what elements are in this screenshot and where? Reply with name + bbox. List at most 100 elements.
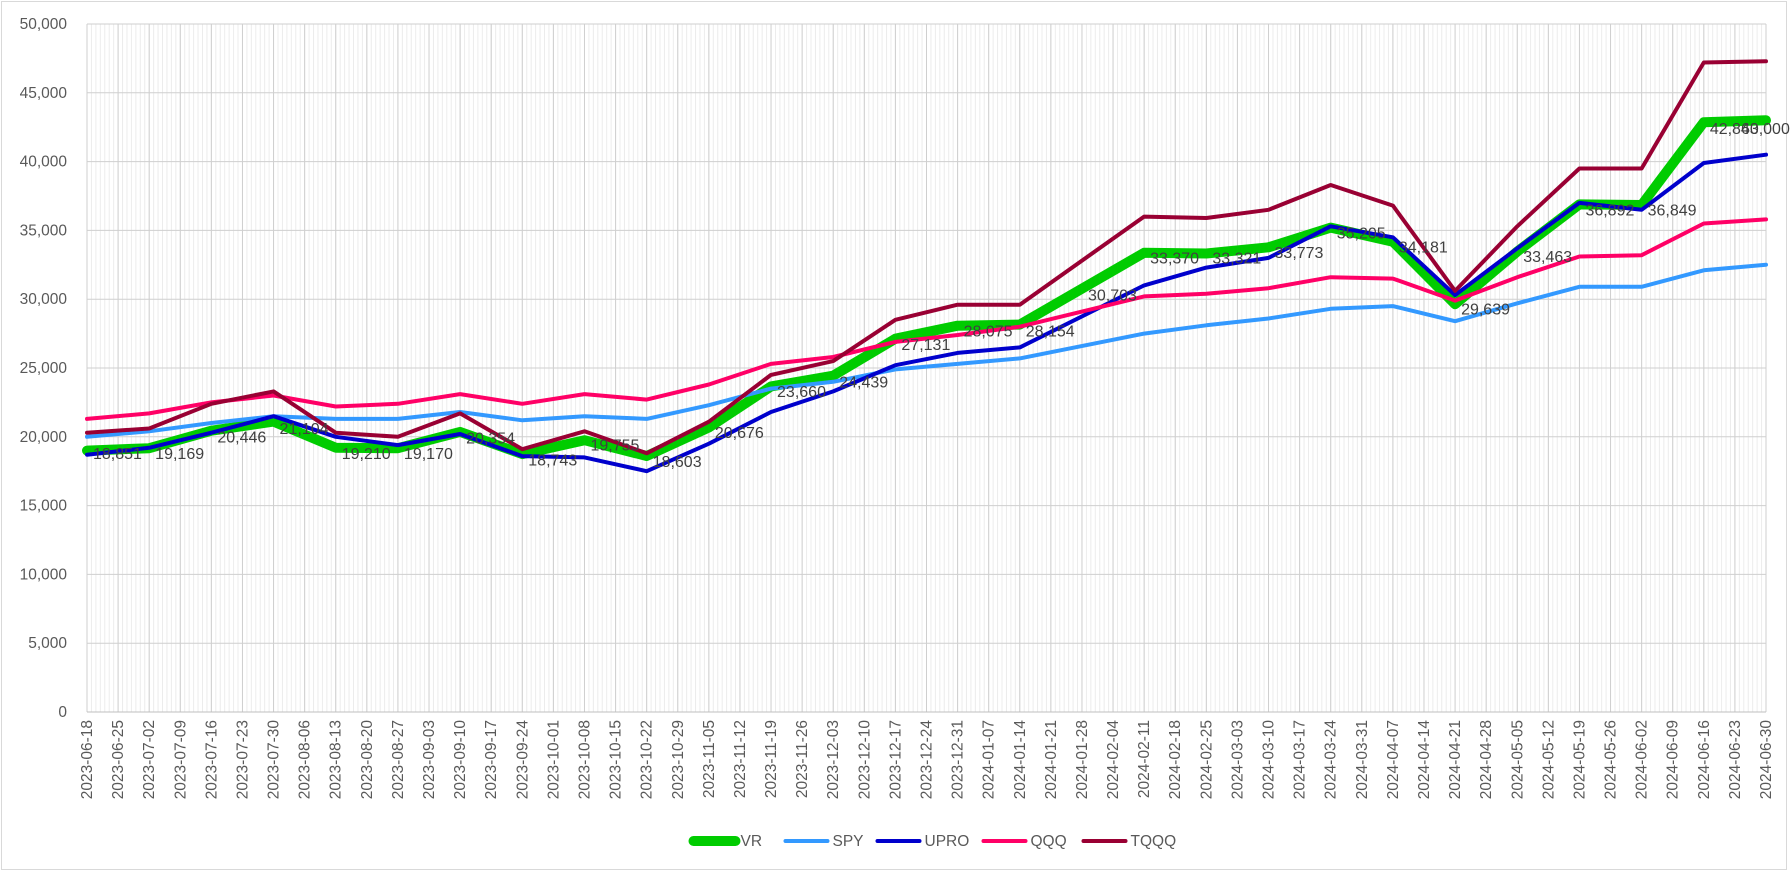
data-label: 35,205	[1337, 226, 1386, 243]
x-tick-label: 2023-11-05	[701, 720, 718, 798]
x-tick-label: 2023-09-24	[514, 720, 531, 800]
x-tick-label: 2023-12-03	[825, 720, 842, 799]
x-tick-label: 2024-06-09	[1665, 720, 1682, 799]
legend-label-vr: VR	[741, 833, 763, 850]
x-tick-label: 2023-10-01	[545, 720, 562, 799]
x-tick-label: 2023-11-19	[763, 720, 780, 798]
y-tick-label: 20,000	[20, 429, 68, 446]
x-tick-label: 2023-12-31	[950, 720, 967, 799]
x-tick-label: 2024-06-23	[1727, 720, 1744, 799]
x-tick-label: 2024-06-02	[1634, 720, 1651, 799]
x-tick-label: 2024-01-28	[1074, 720, 1091, 799]
x-tick-label: 2024-03-10	[1261, 720, 1278, 800]
series-line-spy	[85, 262, 1768, 439]
x-tick-label: 2024-02-04	[1105, 720, 1122, 800]
data-label: 28,154	[1026, 323, 1075, 340]
data-label: 19,170	[404, 446, 453, 463]
y-tick-label: 0	[58, 704, 67, 721]
y-tick-label: 40,000	[20, 154, 68, 171]
data-label: 36,892	[1585, 202, 1634, 219]
x-tick-label: 2023-09-17	[483, 720, 500, 799]
x-tick-label: 2023-09-10	[452, 720, 469, 800]
data-label: 18,743	[528, 453, 577, 470]
x-tick-label: 2023-10-22	[639, 720, 656, 799]
data-label: 28,075	[964, 323, 1013, 340]
data-label: 36,849	[1648, 202, 1697, 219]
data-label: 33,463	[1523, 249, 1572, 266]
data-label: 34,181	[1399, 239, 1448, 256]
series-line-qqq	[85, 217, 1768, 421]
x-tick-label: 2023-07-23	[234, 720, 251, 799]
x-tick-label: 2023-07-16	[203, 720, 220, 799]
x-tick-label: 2023-07-30	[266, 720, 283, 800]
x-tick-label: 2024-04-07	[1385, 720, 1402, 799]
y-tick-label: 15,000	[20, 498, 68, 515]
data-label: 30,703	[1088, 288, 1137, 305]
series-line-upro	[85, 152, 1768, 474]
x-tick-label: 2023-06-18	[79, 720, 96, 799]
x-tick-label: 2024-02-25	[1198, 720, 1215, 799]
x-tick-label: 2023-12-24	[919, 720, 936, 800]
data-label: 19,210	[342, 446, 391, 463]
x-tick-label: 2024-03-03	[1229, 720, 1246, 799]
data-label: 21,104	[280, 421, 329, 438]
data-label: 23,660	[777, 384, 826, 401]
data-label: 24,439	[839, 374, 888, 391]
x-tick-label: 2023-10-08	[576, 720, 593, 799]
legend-label-spy: SPY	[833, 833, 864, 850]
x-tick-label: 2024-06-16	[1696, 720, 1713, 799]
y-tick-label: 35,000	[20, 222, 68, 239]
x-tick-label: 2023-12-17	[887, 720, 904, 799]
x-tick-label: 2024-05-19	[1571, 720, 1588, 799]
data-label: 20,676	[715, 425, 764, 442]
y-tick-label: 10,000	[20, 566, 68, 583]
legend-label-qqq: QQQ	[1031, 833, 1067, 850]
x-tick-label: 2023-11-26	[794, 720, 811, 798]
x-tick-label: 2024-01-07	[981, 720, 998, 799]
data-label: 18,851	[93, 446, 142, 463]
data-label: 33,370	[1150, 250, 1199, 267]
legend-label-tqqq: TQQQ	[1131, 833, 1177, 850]
x-tick-label: 2024-04-21	[1447, 720, 1464, 799]
data-label: 20,354	[466, 431, 515, 448]
x-tick-label: 2023-08-27	[390, 720, 407, 799]
x-tick-label: 2024-06-30	[1758, 720, 1775, 800]
x-tick-label: 2024-03-31	[1354, 720, 1371, 799]
x-tick-label: 2024-04-14	[1416, 720, 1433, 800]
x-tick-label: 2024-04-28	[1478, 720, 1495, 799]
data-label: 18,603	[653, 454, 702, 471]
data-label: 19,169	[155, 446, 204, 463]
x-tick-label: 2024-05-05	[1509, 720, 1526, 799]
series-line-tqqq	[85, 59, 1768, 456]
x-tick-label: 2023-12-10	[856, 720, 873, 800]
data-label: 43,000	[1741, 121, 1790, 138]
x-tick-label: 2023-09-03	[421, 720, 438, 799]
x-tick-label: 2023-07-09	[172, 720, 189, 799]
x-tick-label: 2023-07-02	[141, 720, 158, 799]
x-tick-label: 2024-02-11	[1136, 720, 1153, 798]
x-tick-label: 2024-03-24	[1323, 720, 1340, 800]
data-label: 29,639	[1461, 301, 1510, 318]
data-label: 42,860	[1710, 121, 1759, 138]
x-tick-label: 2024-03-17	[1292, 720, 1309, 799]
x-tick-label: 2023-06-25	[110, 720, 127, 799]
legend-label-upro: UPRO	[925, 833, 970, 850]
x-tick-label: 2023-08-06	[297, 720, 314, 799]
data-label: 19,755	[590, 438, 639, 455]
x-tick-label: 2024-01-14	[1012, 720, 1029, 800]
x-tick-label: 2023-10-29	[670, 720, 687, 799]
x-tick-label: 2024-02-18	[1167, 720, 1184, 799]
x-tick-label: 2023-11-12	[732, 720, 749, 798]
data-label: 20,446	[217, 429, 266, 446]
data-label: 33,321	[1212, 250, 1261, 267]
y-tick-label: 45,000	[20, 85, 68, 102]
y-tick-label: 5,000	[28, 635, 67, 652]
x-tick-label: 2024-05-12	[1540, 720, 1557, 799]
y-tick-label: 30,000	[20, 291, 68, 308]
x-tick-label: 2023-08-20	[359, 720, 376, 800]
series-line-vr	[82, 115, 1771, 461]
x-tick-label: 2023-10-15	[608, 720, 625, 799]
x-tick-label: 2023-08-13	[328, 720, 345, 799]
x-tick-label: 2024-01-21	[1043, 720, 1060, 799]
